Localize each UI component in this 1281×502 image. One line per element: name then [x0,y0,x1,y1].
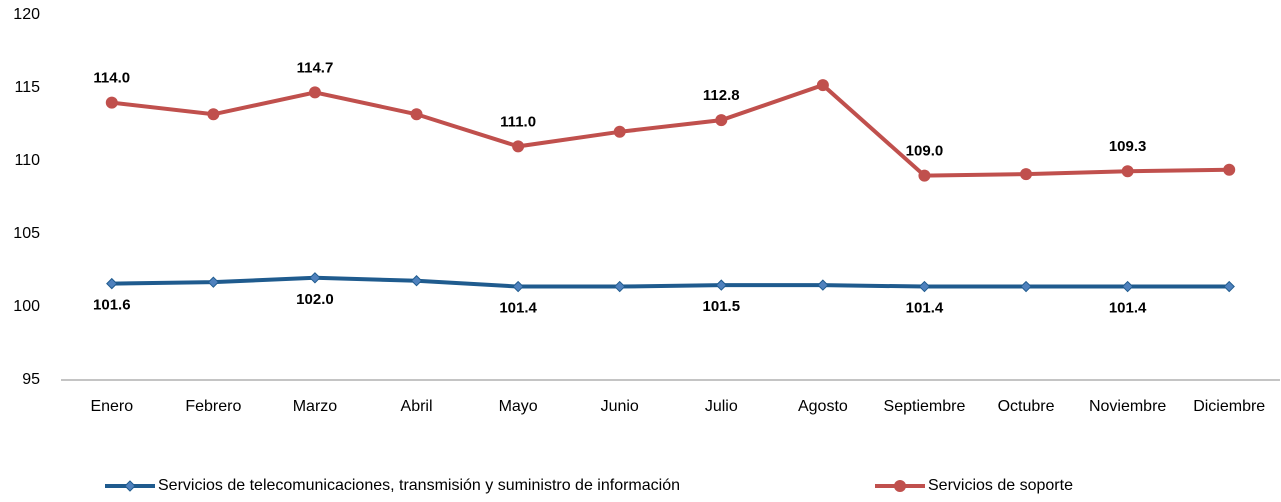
data-point [715,279,727,291]
x-tick-label: Febrero [185,398,241,415]
data-point [309,272,321,284]
y-tick-label: 120 [13,6,40,23]
x-tick-label: Abril [401,398,433,415]
x-tick-label: Agosto [798,398,848,415]
data-point [1020,168,1033,181]
series-line [111,275,1230,289]
data-label: 101.4 [906,300,944,317]
y-tick-label: 95 [22,371,40,388]
series-line [111,82,1230,178]
data-point [512,280,524,293]
legend-label: Servicios de telecomunicaciones, transmi… [158,477,680,494]
data-label: 101.4 [499,300,537,317]
data-point [614,280,626,293]
y-tick-label: 110 [14,152,40,169]
data-point [1121,165,1134,178]
data-point [1223,163,1236,176]
data-label: 101.5 [703,298,741,315]
y-tick-label: 115 [14,79,40,96]
data-point [613,125,626,138]
x-tick-label: Julio [705,398,738,415]
data-label: 101.6 [93,297,131,314]
x-tick-label: Octubre [998,398,1055,415]
data-label: 109.3 [1109,138,1147,155]
x-tick-label: Septiembre [884,398,966,415]
legend-label: Servicios de soporte [928,477,1073,494]
data-point [918,169,931,182]
data-point [918,280,931,293]
data-label: 114.7 [297,59,334,76]
data-point [512,140,525,153]
data-point [816,79,829,92]
x-tick-label: Mayo [499,398,538,415]
data-point [105,96,118,109]
y-tick-label: 105 [13,225,40,242]
x-tick-label: Noviembre [1089,398,1166,415]
data-point [207,108,220,121]
data-point [1223,280,1235,293]
x-tick-label: Junio [601,398,639,415]
data-point [410,275,423,287]
data-point [106,277,118,290]
data-point [308,86,321,99]
data-label: 102.0 [296,291,334,308]
data-label: 114.0 [93,70,130,87]
data-point [1020,280,1032,293]
legend-marker [894,480,906,492]
data-point [715,114,728,127]
data-label: 101.4 [1109,300,1147,317]
x-tick-label: Enero [90,398,133,415]
data-label: 112.8 [703,87,740,104]
data-point [207,276,220,288]
data-point [817,279,829,291]
y-tick-label: 100 [13,298,40,315]
x-tick-label: Marzo [293,398,338,415]
x-tick-label: Diciembre [1193,398,1265,415]
data-label: 111.0 [500,113,536,130]
legend-marker [124,480,136,492]
data-point [410,108,423,121]
data-point [1121,280,1134,293]
data-label: 109.0 [906,143,944,160]
